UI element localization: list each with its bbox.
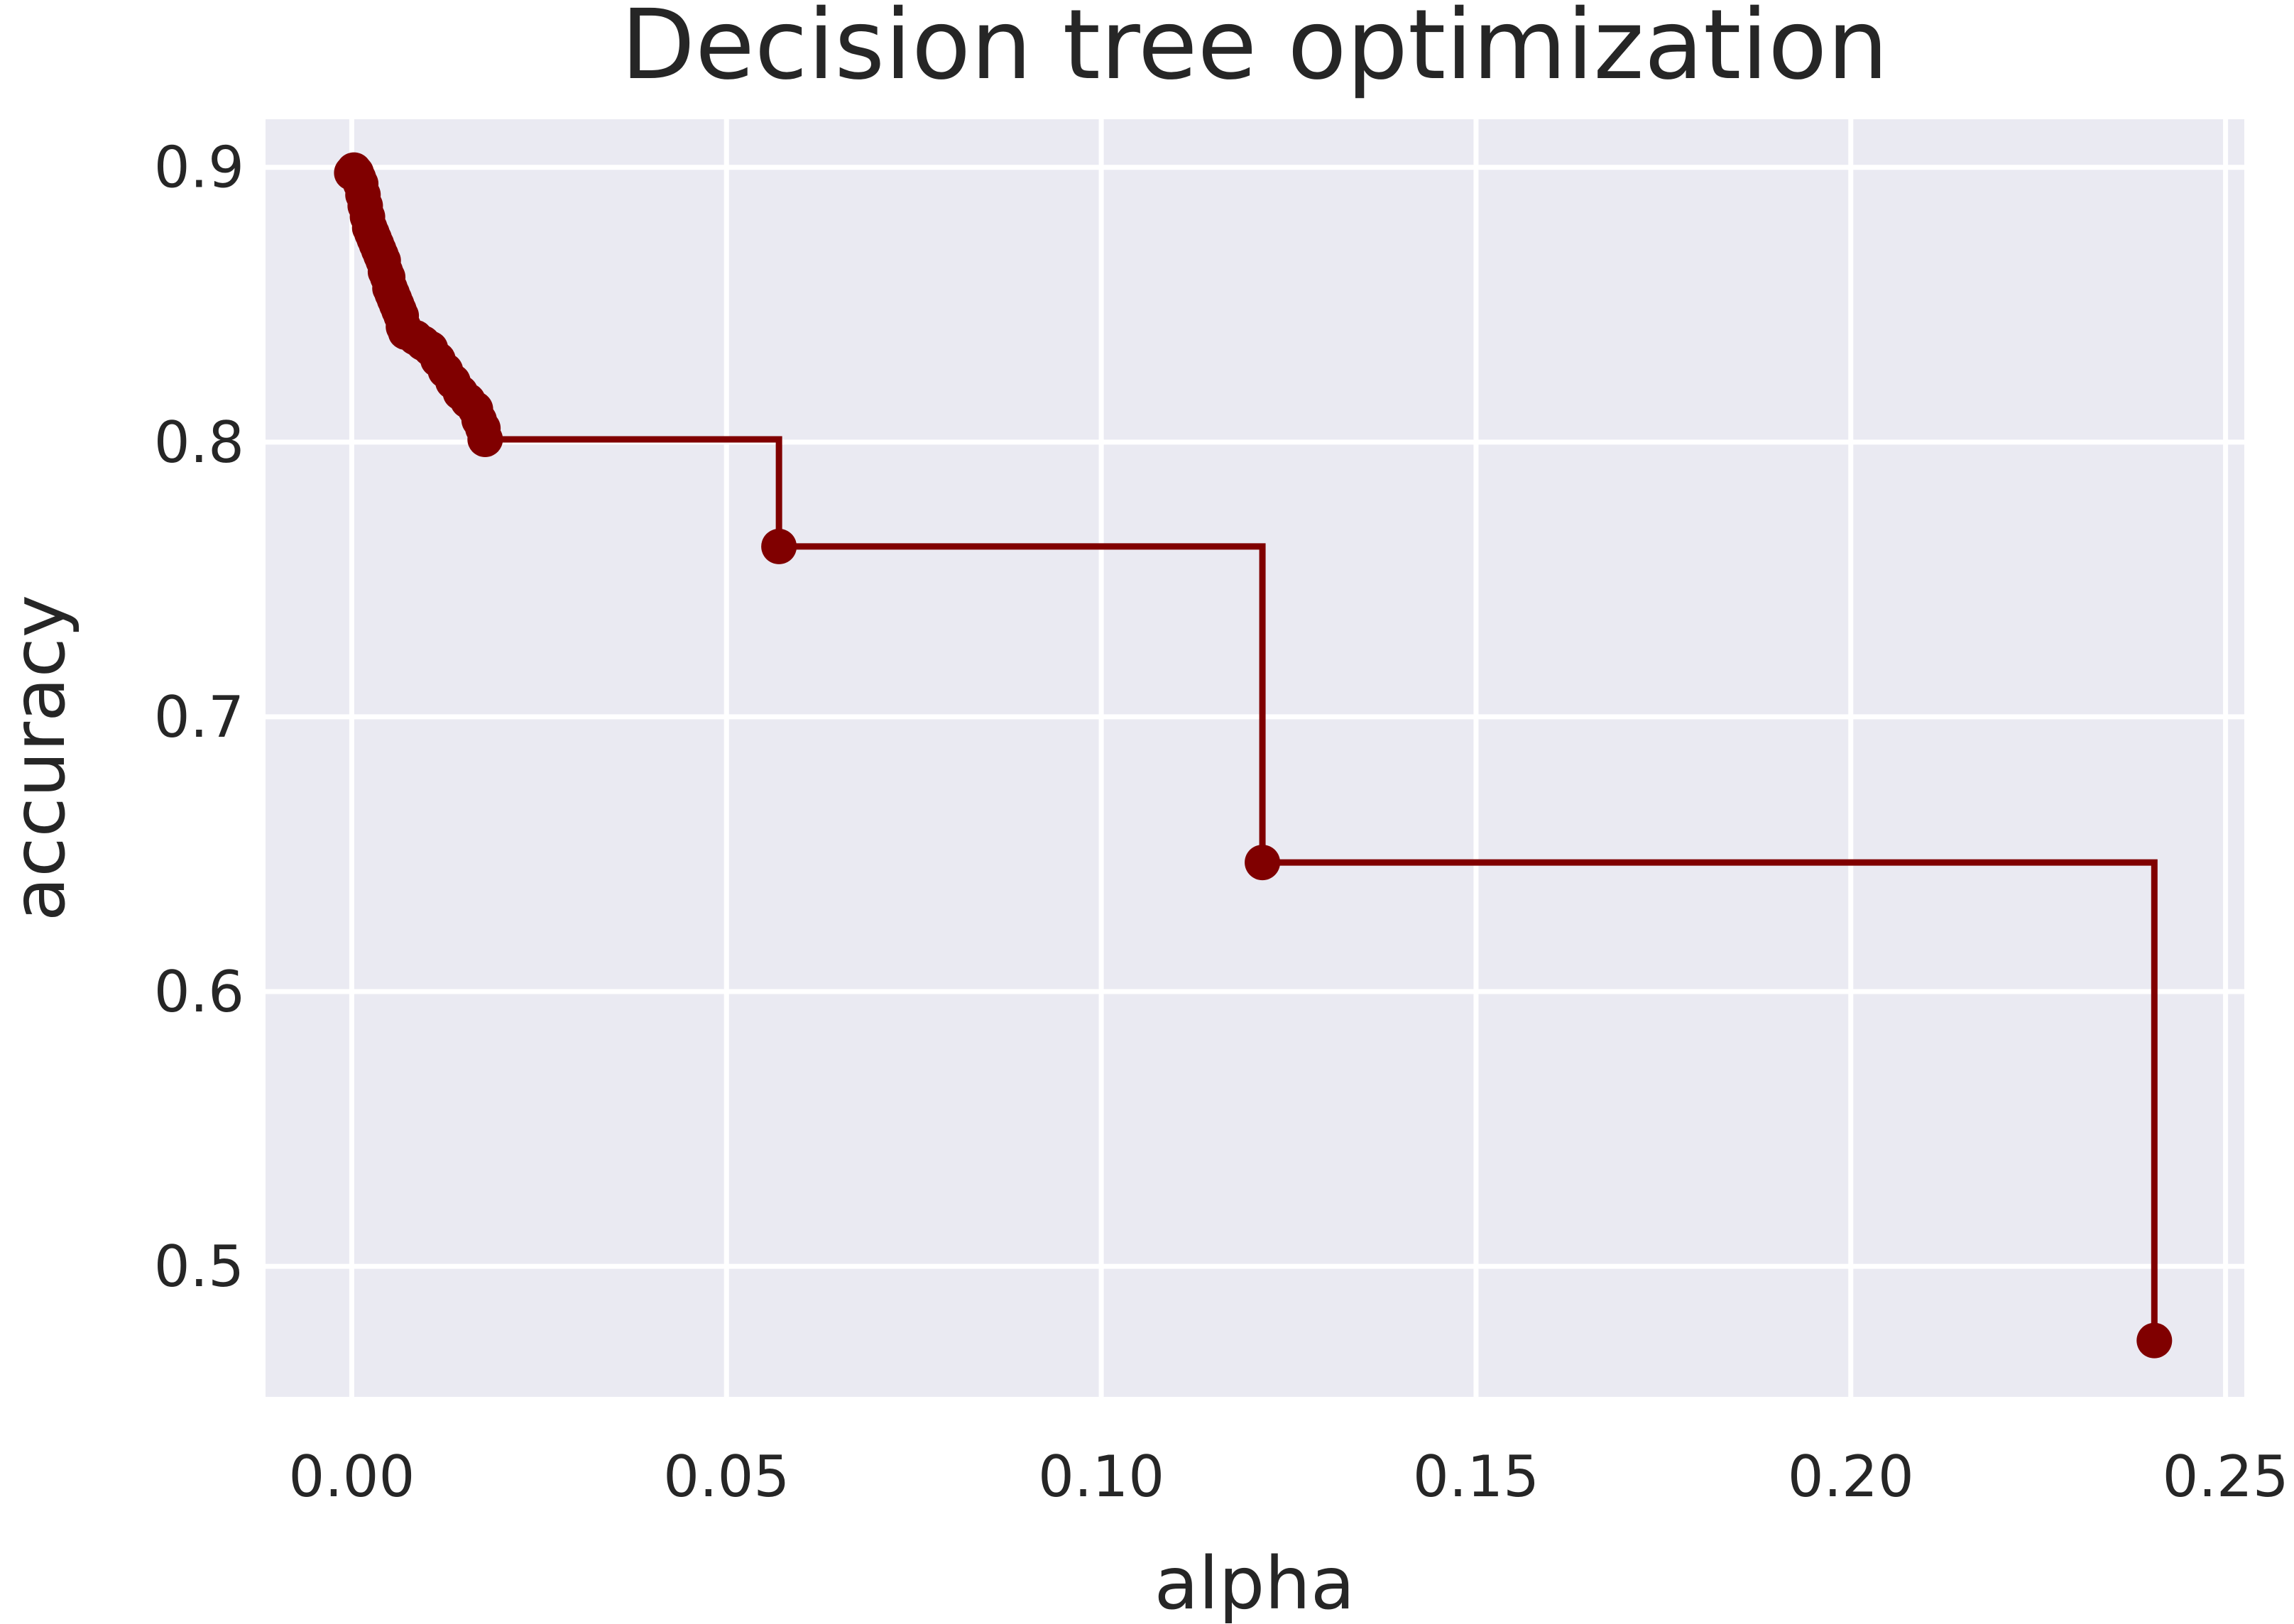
- chart-title: Decision tree optimization: [621, 0, 1888, 102]
- grid: [266, 119, 2244, 1397]
- x-tick-label: 0.00: [288, 1444, 415, 1510]
- x-tick-label: 0.20: [1788, 1444, 1914, 1510]
- y-tick-label: 0.9: [154, 135, 244, 201]
- y-tick-label: 0.5: [154, 1234, 244, 1300]
- tick-labels: 0.00 0.05 0.10 0.15 0.20 0.25 0.5 0.6 0.7 0.8 0.9: [154, 135, 2289, 1510]
- data-point: [1245, 845, 1281, 881]
- data-point: [467, 421, 503, 457]
- x-tick-label: 0.10: [1038, 1444, 1164, 1510]
- data-point: [2136, 1322, 2173, 1359]
- plot-background: [266, 119, 2244, 1397]
- data-point: [761, 528, 797, 564]
- x-tick-label: 0.25: [2163, 1444, 2289, 1510]
- x-tick-label: 0.15: [1413, 1444, 1539, 1510]
- x-axis-label: alpha: [1154, 1542, 1355, 1624]
- series-layer: [334, 152, 2173, 1359]
- y-tick-label: 0.8: [154, 410, 244, 476]
- y-tick-label: 0.7: [154, 684, 244, 750]
- y-tick-label: 0.6: [154, 959, 244, 1025]
- y-axis-label: accuracy: [0, 595, 82, 921]
- x-tick-label: 0.05: [663, 1444, 790, 1510]
